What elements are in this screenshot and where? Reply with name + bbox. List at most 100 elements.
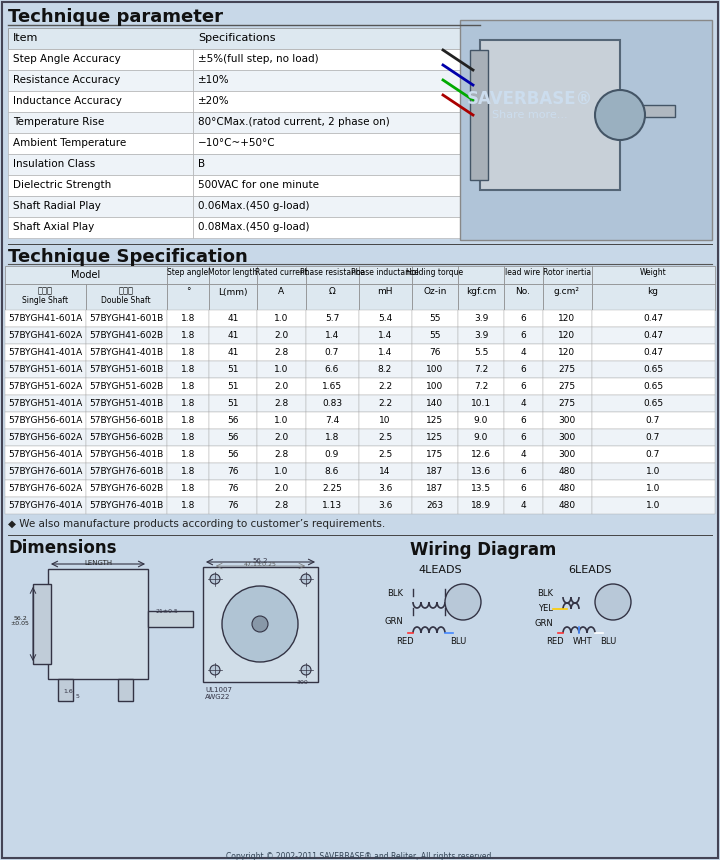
Bar xyxy=(592,344,715,361)
Bar xyxy=(480,40,620,190)
Bar xyxy=(209,429,257,446)
Text: 57BYGH51-401A: 57BYGH51-401A xyxy=(8,399,82,408)
Bar xyxy=(209,463,257,480)
Bar xyxy=(5,327,86,344)
Bar xyxy=(193,70,463,91)
Text: 13.6: 13.6 xyxy=(471,467,491,476)
Bar xyxy=(306,266,359,284)
Text: 1.8: 1.8 xyxy=(181,365,195,374)
Bar xyxy=(203,567,318,682)
Text: 1.0: 1.0 xyxy=(646,467,660,476)
Text: 2.2: 2.2 xyxy=(378,382,392,391)
Bar xyxy=(460,20,712,240)
Text: 2.2: 2.2 xyxy=(378,399,392,408)
Text: Dielectric Strength: Dielectric Strength xyxy=(13,180,112,190)
Bar xyxy=(592,378,715,395)
Text: 6: 6 xyxy=(520,382,526,391)
Circle shape xyxy=(301,665,311,675)
Bar xyxy=(504,378,543,395)
Circle shape xyxy=(595,584,631,620)
Bar xyxy=(592,480,715,497)
Bar xyxy=(167,395,209,412)
Bar xyxy=(209,284,257,310)
Bar xyxy=(209,446,257,463)
Text: Copyright © 2002-2011 SAVERBASE® and Reliter, All rights reserved.: Copyright © 2002-2011 SAVERBASE® and Rel… xyxy=(226,852,494,860)
Text: GRN: GRN xyxy=(384,617,403,626)
Text: 57BYGH41-602B: 57BYGH41-602B xyxy=(89,331,163,340)
Text: 2.8: 2.8 xyxy=(274,348,288,357)
Text: 56: 56 xyxy=(228,450,239,459)
Text: 14: 14 xyxy=(379,467,391,476)
Text: 6.6: 6.6 xyxy=(325,365,339,374)
Text: 57BYGH76-401B: 57BYGH76-401B xyxy=(89,501,163,510)
Text: 125: 125 xyxy=(426,416,444,425)
Bar xyxy=(167,480,209,497)
Bar xyxy=(167,412,209,429)
Text: 9.0: 9.0 xyxy=(474,416,488,425)
Text: Step angle: Step angle xyxy=(168,268,209,277)
Bar xyxy=(359,266,412,284)
Text: 55: 55 xyxy=(429,331,441,340)
Text: 125: 125 xyxy=(426,433,444,442)
Bar xyxy=(86,463,167,480)
Bar xyxy=(543,446,592,463)
Text: 1.8: 1.8 xyxy=(181,467,195,476)
Bar xyxy=(86,310,167,327)
Text: ±10%: ±10% xyxy=(198,75,230,85)
Bar xyxy=(86,327,167,344)
Text: B: B xyxy=(198,159,205,169)
Text: 56.2: 56.2 xyxy=(252,558,268,564)
Bar xyxy=(209,480,257,497)
Text: 175: 175 xyxy=(426,450,444,459)
Bar xyxy=(359,429,412,446)
Bar xyxy=(86,412,167,429)
Bar xyxy=(5,361,86,378)
Bar xyxy=(592,412,715,429)
Text: 275: 275 xyxy=(559,399,575,408)
Bar xyxy=(257,310,306,327)
Bar xyxy=(5,463,86,480)
Bar xyxy=(306,412,359,429)
Text: 4: 4 xyxy=(520,348,526,357)
Text: 57BYGH51-601B: 57BYGH51-601B xyxy=(89,365,163,374)
Text: 1.8: 1.8 xyxy=(325,433,339,442)
Text: 7.2: 7.2 xyxy=(474,365,488,374)
Bar xyxy=(306,378,359,395)
Text: 57BYGH51-601A: 57BYGH51-601A xyxy=(8,365,82,374)
Text: 6: 6 xyxy=(520,467,526,476)
Text: 18.9: 18.9 xyxy=(471,501,491,510)
Circle shape xyxy=(210,665,220,675)
Bar xyxy=(257,266,306,284)
Text: 56: 56 xyxy=(228,433,239,442)
Text: 275: 275 xyxy=(559,365,575,374)
Bar xyxy=(257,344,306,361)
Text: °: ° xyxy=(186,287,190,297)
Text: 6: 6 xyxy=(520,331,526,340)
Text: 1.0: 1.0 xyxy=(646,484,660,493)
Text: BLU: BLU xyxy=(600,637,616,646)
Text: 56.2
±0.05: 56.2 ±0.05 xyxy=(11,616,30,626)
Bar xyxy=(167,361,209,378)
Text: Oz-in: Oz-in xyxy=(423,287,446,297)
Text: 1.8: 1.8 xyxy=(181,484,195,493)
Bar xyxy=(86,429,167,446)
Bar xyxy=(306,361,359,378)
Text: 55: 55 xyxy=(429,314,441,323)
Text: kg: kg xyxy=(647,287,659,297)
Text: 480: 480 xyxy=(559,501,575,510)
Bar xyxy=(504,412,543,429)
Text: 76: 76 xyxy=(228,467,239,476)
Text: 8.2: 8.2 xyxy=(378,365,392,374)
Text: ±5%(full step, no load): ±5%(full step, no load) xyxy=(198,54,319,64)
Text: 57BYGH51-602A: 57BYGH51-602A xyxy=(8,382,82,391)
Text: 57BYGH56-602B: 57BYGH56-602B xyxy=(89,433,163,442)
Bar xyxy=(592,361,715,378)
Bar xyxy=(306,310,359,327)
Text: 6: 6 xyxy=(520,484,526,493)
Text: −10°C~+50°C: −10°C~+50°C xyxy=(198,138,276,148)
Text: 1.0: 1.0 xyxy=(646,501,660,510)
Bar xyxy=(504,480,543,497)
Bar xyxy=(543,463,592,480)
Bar xyxy=(86,480,167,497)
Text: Dimensions: Dimensions xyxy=(8,539,117,557)
